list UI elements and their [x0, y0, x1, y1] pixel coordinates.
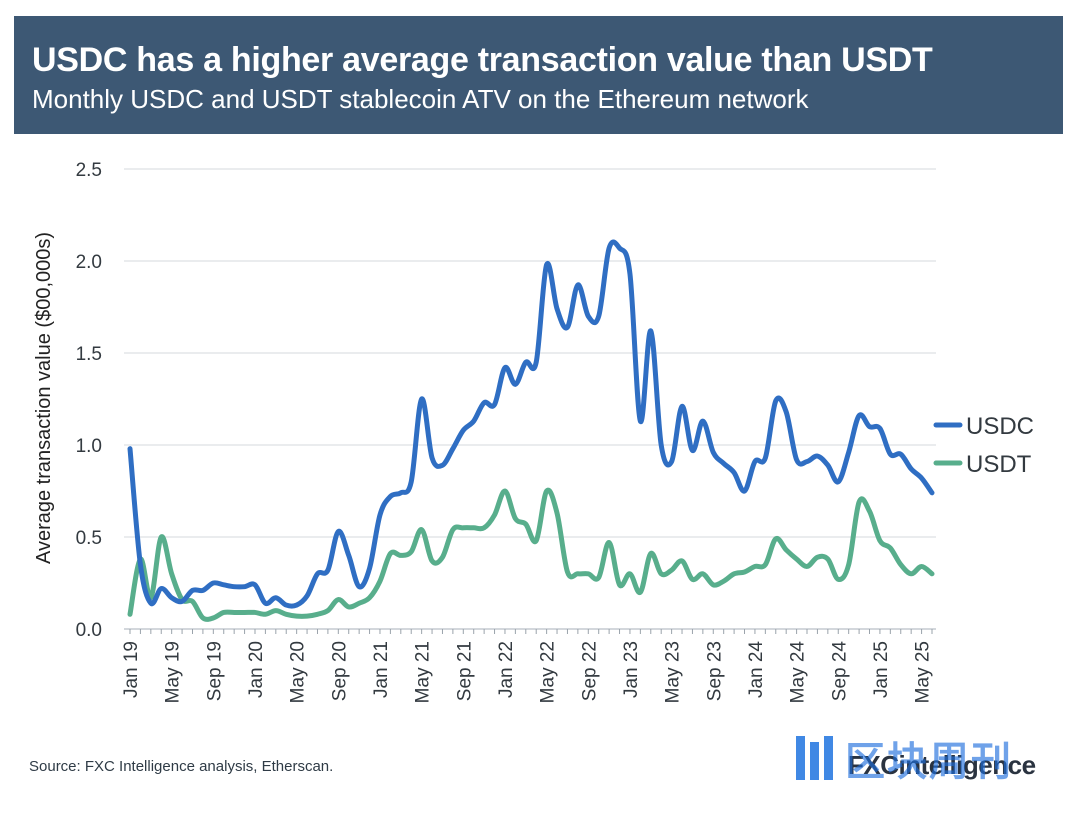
y-tick-label: 2.0	[76, 252, 102, 273]
x-tick-label: Jan 22	[496, 641, 517, 698]
x-tick-label: May 25	[913, 641, 934, 703]
x-tick-label: Sep 22	[579, 641, 600, 701]
x-tick-label: Jan 19	[121, 641, 142, 698]
x-tick-label: May 24	[788, 641, 809, 704]
x-axis-ticks: Jan 19 May 19 Sep 19 Jan 20 May 20 Sep 20 Jan …	[121, 629, 934, 703]
legend-label-usdt: USDT	[966, 451, 1032, 478]
logo-suffix: intelligence	[898, 750, 1037, 780]
series-line-usdt	[127, 487, 935, 622]
watermark-text: 区块周刊	[845, 740, 1013, 784]
x-tick-label: Jan 25	[871, 641, 892, 698]
series-lines	[127, 239, 935, 622]
fxc-logo: FXCintelligence	[848, 750, 1036, 781]
y-tick-label: 2.5	[76, 160, 102, 181]
x-tick-label: Sep 20	[329, 641, 350, 701]
x-tick-label: Sep 23	[704, 641, 725, 701]
y-tick-label: 1.5	[76, 344, 102, 365]
watermark-bars-icon	[796, 736, 833, 780]
y-axis-ticks: 0.0 0.5 1.0 1.5 2.0 2.5	[76, 160, 102, 641]
y-tick-label: 1.0	[76, 436, 102, 457]
x-tick-label: Jan 24	[746, 641, 767, 698]
legend-label-usdc: USDC	[966, 413, 1034, 440]
x-tick-label: May 20	[288, 641, 309, 703]
logo-prefix: FXC	[848, 750, 899, 780]
gridlines	[124, 168, 936, 630]
y-tick-label: 0.5	[76, 528, 102, 549]
x-tick-label: Jan 20	[246, 641, 267, 698]
x-tick-label: Jan 21	[371, 641, 392, 698]
x-tick-label: Jan 23	[621, 641, 642, 698]
x-tick-label: May 21	[413, 641, 434, 703]
watermark: 区块周刊	[796, 731, 1013, 785]
chart-subtitle: Monthly USDC and USDT stablecoin ATV on …	[32, 84, 809, 114]
x-tick-label: May 22	[538, 641, 559, 703]
x-tick-label: Sep 19	[204, 641, 225, 701]
legend: USDC USDT	[933, 413, 1034, 478]
y-tick-label: 0.0	[76, 620, 102, 641]
chart-title: USDC has a higher average transaction va…	[32, 41, 933, 79]
x-tick-label: Sep 21	[454, 641, 475, 701]
x-tick-label: May 19	[163, 641, 184, 703]
y-axis-label: Average transaction value ($00,000s)	[33, 232, 55, 564]
source-note: Source: FXC Intelligence analysis, Ether…	[29, 758, 334, 775]
x-tick-label: May 23	[663, 641, 684, 703]
x-tick-label: Sep 24	[829, 641, 850, 702]
chart-header: USDC has a higher average transaction va…	[14, 16, 1063, 134]
series-line-usdc	[127, 239, 935, 609]
